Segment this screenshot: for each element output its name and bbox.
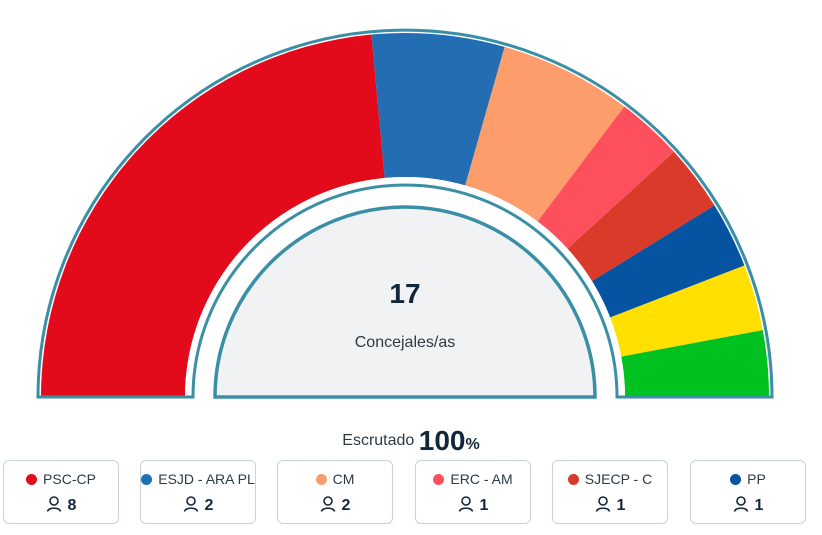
person-icon [595,496,611,517]
person-icon [183,496,199,517]
seat-segment-unlabeled[interactable] [610,265,763,357]
party-color-dot [730,474,742,485]
scrutiny-value: 100 [418,425,466,456]
seat-segment-cm[interactable] [465,46,625,222]
party-seats-row: 2 [141,496,255,517]
party-name: CM [332,471,355,487]
seat-segment-esjd-ara-pl[interactable] [371,33,505,186]
party-name: PSC-CP [43,471,96,487]
scrutiny-unit: % [465,436,480,454]
party-card[interactable]: PP 1 [690,460,806,524]
hemicycle-outline [36,28,774,399]
party-name-row: CM [278,471,392,487]
party-name-row: ESJD - ARA PL [141,471,255,487]
party-name: ESJD - ARA PL [158,471,255,487]
party-seats: 1 [754,497,764,514]
party-name-row: PSC-CP [4,471,118,487]
party-name: SJECP - C [584,471,653,487]
party-seats-row: 1 [416,496,530,517]
party-color-dot [26,474,38,485]
party-seats-row: 1 [553,496,667,517]
party-card[interactable]: PSC-CP 8 [3,460,119,524]
party-seats-row: 2 [278,496,392,517]
party-card[interactable]: ESJD - ARA PL 2 [140,460,256,524]
hemicycle-border [36,28,774,399]
total-seats: 17 [389,278,421,309]
party-seats-row: 8 [4,496,118,517]
party-card[interactable]: SJECP - C 1 [552,460,668,524]
party-seats: 2 [204,497,214,514]
party-name-row: SJECP - C [553,471,667,487]
seat-segment-erc-am[interactable] [537,106,674,249]
hemicycle-segments [41,33,769,397]
party-color-dot [315,474,327,485]
party-name: PP [747,471,766,487]
party-color-dot [433,474,445,485]
hemicycle-chart [36,28,774,399]
party-seats-row: 1 [691,496,805,517]
person-icon [458,496,474,517]
party-card[interactable]: CM 2 [277,460,393,524]
party-legend: PSC-CP 8 ESJD - ARA PL 2 CM 2 ERC - AM 1… [3,460,819,526]
party-name: ERC - AM [450,471,513,487]
party-seats: 2 [341,497,351,514]
party-seats: 1 [616,497,626,514]
party-seats: 1 [479,497,489,514]
party-seats: 8 [67,497,77,514]
seat-segment-psc-cp[interactable] [41,34,385,397]
scrutiny-status: Escrutado 100% [0,425,822,457]
person-icon [320,496,336,517]
seat-segment-sjecp-c[interactable] [567,151,715,282]
center-disc [213,205,597,399]
person-icon [46,496,62,517]
party-color-dot [567,474,579,485]
party-name-row: PP [691,471,805,487]
party-color-dot [141,474,153,485]
seat-segment-pp[interactable] [592,205,745,318]
scrutiny-label: Escrutado [342,432,415,449]
total-seats-label: Concejales/as [354,334,456,351]
party-name-row: ERC - AM [416,471,530,487]
seat-segment-unlabeled[interactable] [621,330,769,397]
person-icon [733,496,749,517]
party-card[interactable]: ERC - AM 1 [415,460,531,524]
